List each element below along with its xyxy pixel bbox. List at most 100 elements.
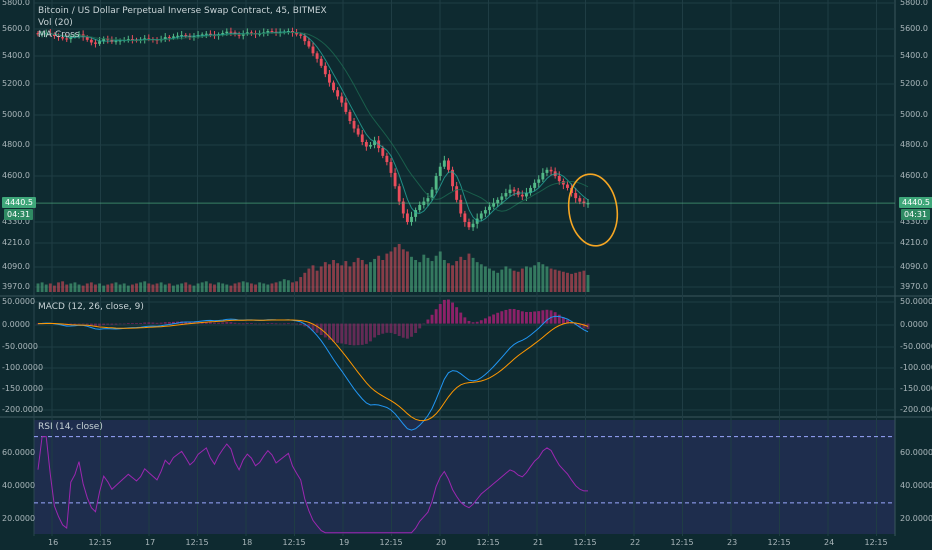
candle-body — [463, 213, 467, 222]
price-pane[interactable] — [34, 27, 895, 292]
volume-bar — [147, 283, 151, 292]
macd-histogram-bar — [332, 323, 335, 342]
macd-histogram-bar — [274, 323, 278, 325]
candle-body — [381, 148, 385, 156]
price-tick-left: 5000.0 — [2, 110, 30, 119]
macd-pane[interactable] — [36, 299, 590, 431]
volume-bar — [381, 260, 385, 292]
volume-bar — [344, 261, 348, 292]
macd-histogram-bar — [471, 322, 475, 324]
time-tick: 12:15 — [670, 538, 694, 547]
macd-histogram-bar — [422, 323, 426, 325]
macd-histogram-bar — [442, 299, 446, 324]
volume-bar — [405, 251, 409, 292]
candle-body — [102, 38, 106, 42]
macd-histogram-bar — [561, 317, 565, 324]
macd-histogram-bar — [524, 312, 528, 324]
macd-tick-left: -50.0000 — [2, 342, 38, 351]
price-tick-right: 4090.0 — [900, 262, 928, 271]
volume-bar — [200, 282, 204, 292]
volume-bar — [586, 274, 590, 292]
volume-bar — [151, 284, 155, 292]
macd-histogram-bar — [553, 312, 557, 324]
macd-histogram-bar — [401, 323, 405, 338]
candle-body — [524, 193, 528, 197]
volume-bar — [299, 277, 303, 292]
volume-bar — [533, 265, 537, 292]
volume-bar — [89, 282, 93, 292]
price-tick-left: 5600.0 — [2, 24, 30, 33]
price-tick-right: 5400.0 — [900, 51, 928, 60]
macd-histogram-bar — [410, 323, 413, 337]
volume-bar — [48, 283, 52, 292]
candle-body — [438, 166, 442, 176]
macd-histogram-bar — [208, 322, 212, 324]
candle-body — [508, 189, 512, 194]
candle-body — [356, 128, 360, 135]
price-tick-right: 4210.0 — [900, 238, 928, 247]
volume-bar — [106, 284, 110, 292]
candle-body — [348, 111, 352, 121]
macd-histogram-bar — [533, 311, 537, 324]
time-tick: 12:15 — [767, 538, 791, 547]
macd-histogram-bar — [130, 323, 134, 324]
volume-bar — [520, 268, 524, 292]
macd-histogram-bar — [426, 319, 430, 324]
candle-body — [434, 176, 438, 190]
time-tick: 23 — [727, 538, 738, 547]
volume-bar — [118, 284, 122, 292]
volume-bar — [561, 271, 565, 292]
volume-bar — [492, 270, 496, 292]
candle-body — [537, 179, 541, 183]
volume-bar — [483, 266, 487, 292]
candle-body — [229, 31, 233, 33]
price-tick-left: 5400.0 — [2, 51, 30, 60]
volume-bar — [213, 284, 216, 292]
macd-histogram-bar — [163, 322, 167, 324]
macd-histogram-bar — [414, 323, 418, 333]
volume-bar — [352, 262, 356, 292]
time-tick: 12:15 — [573, 538, 597, 547]
macd-histogram-bar — [143, 322, 147, 324]
volume-bar — [455, 261, 459, 292]
volume-bar — [36, 283, 40, 292]
volume-bar — [159, 282, 163, 292]
macd-histogram-bar — [430, 314, 434, 324]
volume-bar — [471, 257, 475, 292]
candle-body — [200, 34, 204, 36]
macd-histogram-bar — [311, 323, 315, 331]
rsi-tick-right: 40.0000 — [900, 481, 932, 491]
rsi-pane[interactable] — [34, 436, 895, 534]
candle-body — [89, 39, 93, 43]
time-tick: 19 — [339, 538, 350, 547]
candle-body — [126, 39, 130, 41]
last-price-tag-left: 4440.5 — [2, 197, 36, 209]
time-tick: 12:15 — [379, 538, 403, 547]
macd-histogram-bar — [110, 323, 114, 325]
volume-bar — [122, 283, 126, 292]
macd-histogram-bar — [323, 323, 327, 338]
macd-histogram-bar — [278, 323, 282, 325]
macd-histogram-bar — [98, 323, 102, 326]
candle-body — [385, 155, 389, 163]
candle-body — [360, 134, 364, 142]
candle-body — [418, 204, 422, 211]
volume-bar — [282, 279, 286, 292]
candle-body — [303, 35, 307, 42]
macd-histogram-bar — [459, 312, 463, 324]
macd-histogram-bar — [566, 319, 569, 324]
volume-bar — [307, 268, 311, 292]
candle-body — [57, 36, 60, 38]
ma-slow-line — [37, 32, 589, 212]
volume-bar — [77, 284, 81, 292]
macd-histogram-bar — [184, 321, 188, 324]
candle-body — [176, 35, 179, 37]
candle-body — [204, 33, 208, 35]
volume-bar — [508, 268, 512, 292]
rsi-tick-left: 20.0000 — [2, 514, 36, 524]
macd-histogram-bar — [467, 320, 471, 324]
volume-bar — [61, 281, 65, 292]
volume-bar — [221, 283, 225, 292]
macd-histogram-bar — [492, 314, 496, 324]
